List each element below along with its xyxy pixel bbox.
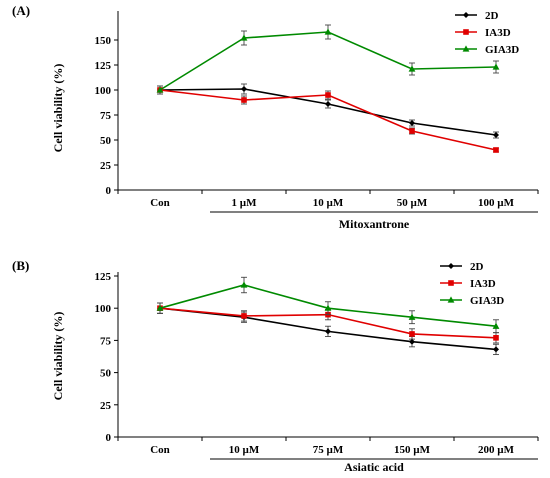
legend: 2D IA3D GIA3D — [455, 10, 519, 56]
group-label: Asiatic acid — [344, 460, 404, 474]
legend-marker — [448, 263, 454, 269]
panel-label: (B) — [12, 258, 29, 273]
data-point — [493, 132, 499, 138]
y-tick-label: 75 — [100, 335, 112, 347]
data-point — [409, 331, 415, 337]
data-point — [240, 34, 248, 41]
legend-label: GIA3D — [470, 295, 504, 307]
y-tick-label: 125 — [95, 271, 112, 283]
data-point — [156, 86, 164, 93]
group-label: Mitoxantrone — [339, 217, 410, 231]
y-tick-label: 150 — [95, 35, 112, 47]
y-tick-label: 100 — [95, 303, 112, 315]
y-axis-label: Cell viability (%) — [51, 64, 65, 153]
data-point — [241, 313, 247, 319]
legend-marker — [462, 45, 470, 52]
data-point — [492, 63, 500, 70]
x-tick-label: 200 µM — [478, 444, 515, 456]
panel-label: (A) — [12, 3, 30, 18]
data-point — [409, 120, 415, 126]
y-tick-label: 0 — [106, 432, 112, 444]
legend-marker — [448, 280, 454, 286]
y-tick-label: 50 — [100, 368, 112, 380]
data-point — [409, 338, 415, 345]
y-axis-label: Cell viability (%) — [51, 312, 65, 401]
x-tick-label: 1 µM — [232, 197, 258, 209]
y-tick-label: 125 — [95, 60, 112, 72]
data-point — [324, 28, 332, 35]
data-point — [408, 65, 416, 72]
legend-marker — [463, 29, 469, 35]
x-tick-label: 50 µM — [397, 197, 428, 209]
x-tick-label: 75 µM — [313, 444, 344, 456]
x-tick-label: Con — [150, 197, 170, 209]
legend-marker — [463, 12, 469, 18]
x-tick-label: 10 µM — [313, 197, 344, 209]
y-tick-label: 50 — [100, 135, 112, 147]
legend-label: IA3D — [470, 278, 496, 290]
data-point — [493, 335, 499, 341]
data-point — [408, 313, 416, 320]
data-point — [493, 147, 499, 153]
legend-label: 2D — [470, 261, 484, 273]
x-tick-label: 100 µM — [478, 197, 515, 209]
y-tick-label: 0 — [106, 185, 112, 197]
data-point — [325, 101, 331, 107]
chart-panel-b: (B) 0 25 50 75 100 125 Con 10 µM 75 µM 150 µM 200 µ… — [12, 258, 539, 474]
series-2d — [157, 83, 499, 139]
chart-panel-a: (A) 0 25 50 75 100 125 150 Con 1 µM 10 µM 50 µM 100 … — [12, 3, 539, 231]
data-point — [241, 86, 247, 92]
y-tick-label: 25 — [100, 400, 112, 412]
x-tick-label: Con — [150, 444, 170, 456]
series-gia3d — [156, 24, 500, 95]
data-point — [325, 92, 331, 98]
legend-label: 2D — [485, 10, 499, 22]
legend-label: GIA3D — [485, 44, 519, 56]
legend: 2D IA3D GIA3D — [440, 261, 504, 307]
data-point — [493, 346, 499, 353]
legend-label: IA3D — [485, 27, 511, 39]
data-point — [240, 281, 248, 288]
x-tick-label: 10 µM — [229, 444, 260, 456]
series-gia3d — [156, 276, 500, 334]
x-tick-label: 150 µM — [394, 444, 431, 456]
data-point — [409, 128, 415, 134]
y-tick-label: 25 — [100, 160, 112, 172]
data-point — [325, 328, 331, 335]
y-tick-label: 75 — [100, 110, 112, 122]
data-point — [156, 304, 164, 311]
legend-marker — [447, 296, 455, 303]
data-point — [241, 97, 247, 103]
data-point — [324, 304, 332, 311]
series-line — [159, 31, 497, 91]
y-tick-label: 100 — [95, 85, 112, 97]
data-point — [492, 322, 500, 329]
series-ia3d — [157, 85, 499, 153]
